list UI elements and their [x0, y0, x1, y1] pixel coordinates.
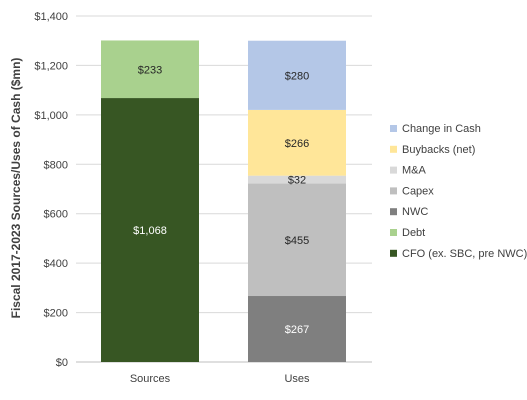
bar-segment — [248, 183, 346, 297]
data-label: $1,068 — [133, 225, 167, 237]
legend-swatch — [390, 187, 397, 195]
legend-label: Buybacks (net) — [402, 144, 475, 156]
y-axis-ticks: $0 $200 $400 $600 $800 $1,000 $1,200 $1,400 — [34, 11, 68, 369]
y-tick-label: $1,200 — [34, 60, 68, 72]
data-label: $267 — [285, 324, 309, 336]
legend-label: Capex — [402, 185, 434, 197]
x-tick-label: Uses — [284, 373, 310, 385]
data-label: $455 — [285, 235, 309, 247]
data-label: $32 — [288, 175, 306, 187]
legend-label: M&A — [402, 165, 427, 177]
legend-swatch — [390, 229, 397, 236]
legend-swatch — [390, 145, 397, 153]
legend-label: NWC — [402, 206, 428, 218]
y-tick-label: $0 — [56, 357, 68, 369]
legend: Change in Cash Buybacks (net) M&A Capex NWC D… — [390, 123, 527, 260]
bar-segment — [101, 98, 199, 363]
y-axis-label: Fiscal 2017-2023 Sources/Uses of Cash ($… — [9, 58, 23, 319]
data-label: $266 — [285, 138, 309, 150]
legend-swatch — [390, 166, 397, 174]
bar-segment — [248, 109, 346, 176]
x-axis-ticks: Sources Uses — [130, 373, 310, 385]
y-tick-label: $400 — [44, 258, 68, 270]
y-tick-label: $600 — [44, 209, 68, 221]
y-tick-label: $1,000 — [34, 110, 68, 122]
bar-segment — [248, 40, 346, 110]
y-tick-label: $1,400 — [34, 11, 68, 23]
legend-swatch — [390, 125, 397, 132]
y-tick-label: $200 — [44, 308, 68, 320]
bar-segment — [248, 175, 346, 184]
legend-swatch — [390, 208, 397, 216]
bar-segment — [248, 296, 346, 362]
legend-label: CFO (ex. SBC, pre NWC) — [402, 248, 527, 260]
bar-segment — [101, 40, 199, 99]
legend-label: Change in Cash — [402, 123, 481, 135]
legend-label: Debt — [402, 227, 425, 239]
x-tick-label: Sources — [130, 373, 171, 385]
data-label: $233 — [138, 64, 162, 76]
legend-swatch — [390, 249, 397, 257]
data-label: $280 — [285, 70, 309, 82]
y-tick-label: $800 — [44, 159, 68, 171]
bars: $1,068 $233 $267 $455 $32 $266 $280 — [101, 40, 346, 363]
